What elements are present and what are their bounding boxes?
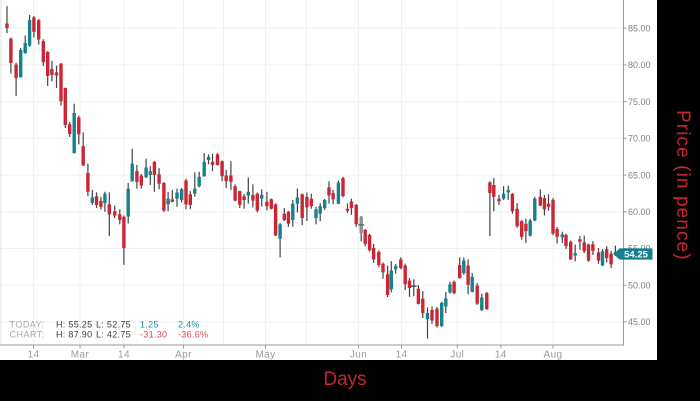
svg-text:Apr: Apr	[175, 350, 192, 361]
svg-text:45.00: 45.00	[628, 317, 651, 327]
svg-text:-36.6%: -36.6%	[178, 330, 208, 340]
svg-text:L: 52.75: L: 52.75	[96, 320, 131, 330]
svg-text:TODAY:: TODAY:	[10, 320, 45, 330]
svg-text:1.25: 1.25	[140, 320, 159, 330]
svg-text:Jun: Jun	[350, 350, 367, 361]
svg-text:60.00: 60.00	[628, 207, 651, 217]
svg-text:Aug: Aug	[544, 350, 563, 361]
svg-text:70.00: 70.00	[628, 134, 651, 144]
svg-text:H: 55.25: H: 55.25	[56, 320, 92, 330]
svg-text:May: May	[255, 350, 275, 361]
svg-text:65.00: 65.00	[628, 170, 651, 180]
svg-text:-31.30: -31.30	[140, 330, 167, 340]
svg-text:H: 87.90: H: 87.90	[56, 330, 92, 340]
svg-text:14: 14	[28, 350, 40, 361]
svg-text:50.00: 50.00	[628, 280, 651, 290]
svg-text:Mar: Mar	[71, 350, 90, 361]
svg-text:54.25: 54.25	[624, 249, 648, 260]
svg-text:2.4%: 2.4%	[178, 320, 200, 330]
svg-text:14: 14	[495, 350, 507, 361]
svg-text:85.00: 85.00	[628, 23, 651, 33]
svg-text:80.00: 80.00	[628, 60, 651, 70]
svg-text:14: 14	[118, 350, 130, 361]
svg-text:75.00: 75.00	[628, 97, 651, 107]
svg-text:CHART:: CHART:	[10, 330, 45, 340]
svg-text:14: 14	[396, 350, 408, 361]
svg-text:Jul: Jul	[450, 350, 464, 361]
svg-text:L: 42.75: L: 42.75	[96, 330, 131, 340]
